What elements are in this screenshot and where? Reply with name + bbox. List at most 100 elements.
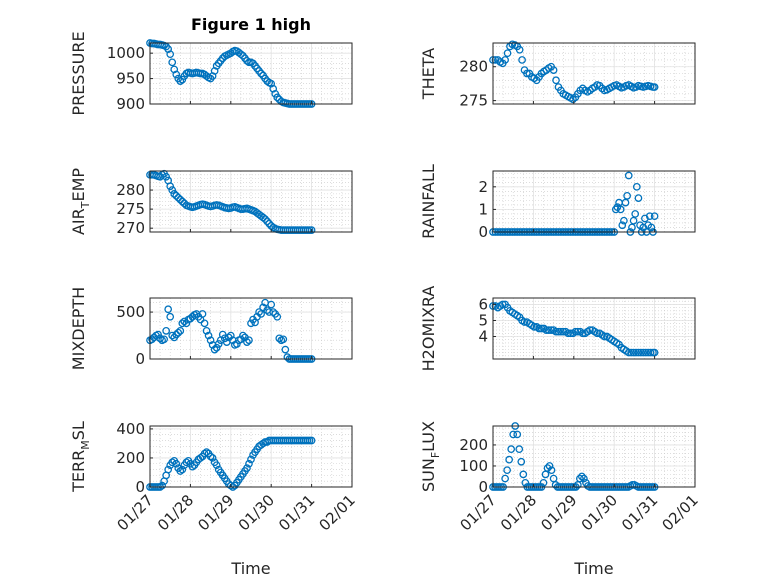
data-point: [273, 93, 282, 102]
data-point: [166, 182, 175, 191]
data-point: [559, 327, 568, 336]
y-tick-label: 0: [135, 350, 145, 368]
y-tick-label: 5: [478, 311, 488, 329]
data-point: [620, 216, 628, 225]
y-axis-label: AIRTEMP: [69, 168, 92, 235]
data-point: [554, 327, 563, 336]
data-point: [641, 348, 650, 357]
data-point: [168, 458, 177, 467]
data-point: [517, 457, 526, 466]
data-point: [628, 223, 636, 232]
data-point: [200, 319, 209, 328]
axes-box: [492, 297, 696, 360]
data-point: [198, 310, 207, 318]
axes-box: [492, 170, 696, 233]
y-tick-label: 280: [459, 58, 488, 76]
y-axis-label: RAINFALL: [419, 164, 438, 239]
data-point: [176, 77, 185, 85]
y-tick-label: 200: [459, 436, 488, 454]
data-point: [571, 327, 580, 336]
data-point: [210, 345, 219, 354]
data-point: [188, 462, 197, 471]
data-point: [208, 454, 217, 462]
y-tick-label: 1000: [107, 44, 145, 62]
data-point: [618, 221, 627, 230]
data-point: [505, 455, 514, 464]
data-point: [259, 213, 267, 222]
data-point: [650, 83, 659, 91]
data-point: [281, 345, 290, 354]
data-point: [515, 445, 524, 453]
y-axis-label: PRESSURE: [69, 31, 88, 115]
data-point: [172, 191, 181, 200]
y-axis-label: MIXDEPTH: [69, 287, 88, 370]
data-point: [509, 430, 518, 439]
data-point: [239, 331, 247, 340]
y-tick-label: 2: [478, 178, 488, 196]
data-point: [176, 195, 185, 204]
data-point: [530, 323, 539, 331]
y-tick-label: 500: [116, 303, 145, 321]
panel-pressure: 900 950 1000 PRESSURE: [69, 31, 353, 116]
data-point: [623, 192, 631, 200]
data-point: [206, 336, 215, 345]
data-point: [156, 334, 164, 343]
data-point: [650, 348, 659, 357]
data-point: [647, 223, 656, 232]
data-point: [166, 50, 175, 59]
data-point: [172, 70, 181, 79]
data-point: [245, 336, 253, 345]
data-point: [178, 319, 187, 328]
data-point: [501, 56, 509, 64]
data-point: [257, 69, 265, 78]
data-point: [257, 310, 265, 318]
y-tick-label: 4: [478, 328, 488, 346]
data-point: [259, 439, 267, 448]
data-point: [174, 328, 183, 337]
data-point: [307, 436, 316, 445]
data-point: [261, 215, 269, 223]
data-point: [573, 327, 582, 336]
data-point: [164, 465, 173, 474]
y-tick-label: 275: [116, 200, 145, 218]
data-point: [552, 327, 560, 336]
data-point: [265, 219, 274, 228]
y-tick-label: 1: [478, 200, 488, 218]
y-axis-label: THETA: [419, 48, 438, 100]
axes-box: [149, 42, 353, 105]
data-point: [580, 474, 588, 483]
panel-mixdepth: 0 500 MIXDEPTH: [69, 287, 353, 370]
panel-theta: 275 280 THETA: [419, 40, 696, 110]
data-point: [547, 466, 556, 475]
data-point: [182, 458, 191, 467]
data-point: [593, 329, 602, 338]
data-point: [273, 312, 282, 321]
data-point: [162, 326, 171, 335]
data-point: [176, 467, 185, 475]
data-point: [621, 198, 630, 207]
x-axis-label-right: Time: [573, 559, 613, 578]
data-point: [586, 326, 594, 334]
data-point: [267, 300, 276, 309]
data-point: [503, 466, 511, 475]
data-point: [513, 430, 522, 439]
data-point: [491, 56, 500, 64]
data-point: [650, 212, 659, 221]
y-tick-label: 100: [459, 457, 488, 475]
data-point: [543, 464, 552, 472]
data-point: [162, 172, 171, 181]
data-point: [168, 58, 177, 67]
data-point: [243, 464, 251, 472]
data-point: [202, 326, 211, 335]
data-point: [275, 334, 284, 343]
data-point: [632, 182, 641, 191]
data-point: [204, 331, 213, 340]
data-point: [547, 326, 556, 334]
data-point: [503, 49, 512, 58]
data-point: [631, 210, 640, 218]
data-point: [634, 194, 643, 202]
y-axis-label: TERRMSL: [69, 421, 92, 493]
data-point: [196, 454, 205, 462]
data-point: [243, 338, 251, 346]
